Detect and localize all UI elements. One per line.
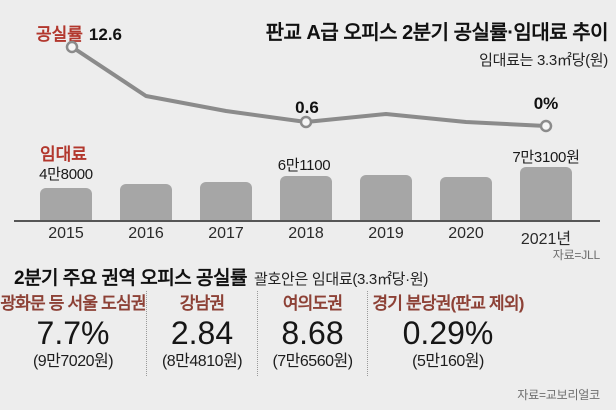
page-subtitle: 임대료는 3.3㎡당(원) [479, 52, 608, 69]
page-title: 판교 A급 오피스 2분기 공실률·임대료 추이 [265, 22, 609, 44]
rent-bar-2017 [200, 182, 252, 221]
region-rent-value: (9만7020원) [32, 353, 114, 370]
region-col-gangnam: 강남권 2.84 (8만4810원) [147, 291, 258, 376]
regions-section-header: 2분기 주요 권역 오피스 공실률 괄호안은 임대료(3.3㎡당·원) [14, 263, 428, 290]
region-name: 여의도권 [282, 294, 343, 313]
regions-header-title: 2분기 주요 권역 오피스 공실률 [14, 268, 247, 289]
region-vacancy-value: 7.7% [36, 315, 110, 351]
rent-bar-2015 [40, 188, 92, 221]
vacancy-point-label-2018: 0.6 [295, 98, 319, 117]
year-tick-2018: 2018 [288, 225, 324, 242]
rent-legend-label: 임대료 [40, 145, 87, 164]
region-rent-value: (7만6560원) [272, 353, 353, 370]
rent-bar-2018 [280, 176, 332, 221]
vacancy-marker-2018 [299, 115, 313, 129]
rent-bar-2016 [120, 184, 172, 221]
rent-bar-label-2015: 4만8000 [39, 166, 93, 183]
region-col-seoul-cbd: 광화문 등 서울 도심권 7.7% (9만7020원) [0, 291, 147, 376]
region-name: 강남권 [179, 294, 225, 313]
region-rent-value: (5만160원) [412, 353, 484, 370]
x-axis-line [14, 220, 600, 222]
vacancy-point-label-2021: 0% [533, 94, 559, 113]
vacancy-legend-label: 공실률 [36, 25, 83, 44]
region-name: 경기 분당권(판교 제외) [372, 294, 524, 313]
region-vacancy-value: 8.68 [281, 315, 344, 351]
region-col-bundang: 경기 분당권(판교 제외) 0.29% (5만160원) [368, 291, 528, 376]
region-rent-value: (8만4810원) [161, 353, 243, 370]
region-vacancy-value: 0.29% [402, 315, 494, 351]
regions-grid-filler [528, 291, 616, 376]
rent-bar-label-2018: 6만1100 [277, 157, 331, 174]
vacancy-legend: 공실률 12.6 [36, 20, 122, 45]
year-tick-2020: 2020 [448, 225, 484, 242]
year-tick-2016: 2016 [128, 225, 164, 242]
rent-bar-2021년 [520, 167, 572, 221]
region-name: 광화문 등 서울 도심권 [0, 294, 146, 313]
rent-bar-2020 [440, 177, 492, 221]
vacancy-marker-2021년 [539, 119, 553, 133]
vacancy-start-value: 12.6 [88, 25, 123, 44]
regions-source: 자료=교보리얼코 [517, 388, 600, 402]
year-tick-2021년: 2021년 [520, 231, 572, 248]
year-tick-2015: 2015 [48, 225, 84, 242]
rent-bar-label-2021: 7만3100원 [512, 149, 580, 166]
year-tick-2019: 2019 [368, 225, 404, 242]
region-vacancy-value: 2.84 [170, 315, 234, 351]
region-col-yeouido: 여의도권 8.68 (7만6560원) [258, 291, 368, 376]
rent-bar-2019 [360, 175, 412, 221]
regions-grid: 광화문 등 서울 도심권 7.7% (9만7020원) 강남권 2.84 (8만… [0, 291, 616, 376]
regions-header-note: 괄호안은 임대료(3.3㎡당·원) [253, 271, 429, 288]
chart-source: 자료=JLL [552, 248, 600, 262]
year-tick-2017: 2017 [208, 225, 244, 242]
